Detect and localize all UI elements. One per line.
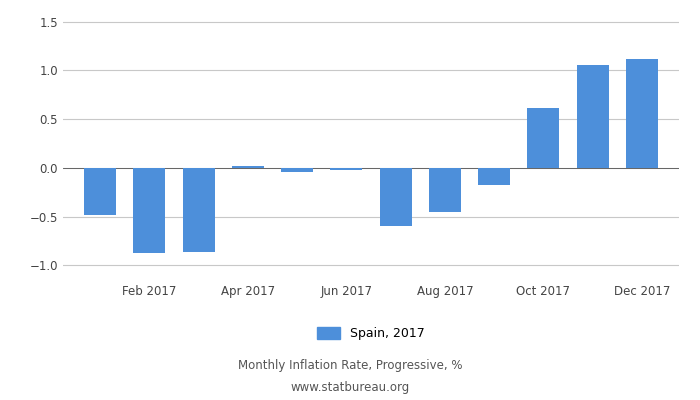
- Bar: [626, 59, 658, 168]
- Bar: [379, 168, 412, 226]
- Legend: Spain, 2017: Spain, 2017: [311, 321, 431, 346]
- Bar: [84, 168, 116, 215]
- Bar: [232, 166, 264, 168]
- Bar: [183, 168, 214, 252]
- Bar: [577, 65, 609, 168]
- Text: www.statbureau.org: www.statbureau.org: [290, 382, 410, 394]
- Text: Monthly Inflation Rate, Progressive, %: Monthly Inflation Rate, Progressive, %: [238, 360, 462, 372]
- Bar: [429, 168, 461, 212]
- Bar: [330, 168, 363, 170]
- Bar: [133, 168, 165, 253]
- Bar: [528, 108, 559, 168]
- Bar: [281, 168, 313, 172]
- Bar: [478, 168, 510, 186]
